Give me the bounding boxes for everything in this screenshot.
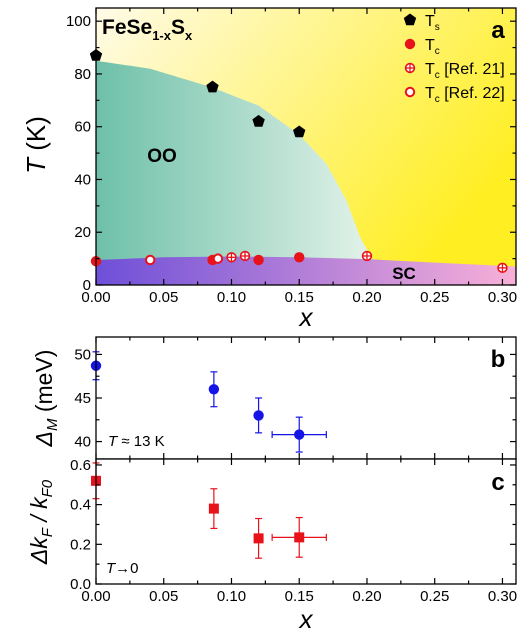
x-tick-label: 0.10 [217,588,246,605]
y-tick-label: 45 [74,390,91,407]
panel-b: b T ≈ 13 K 40 45 50 ΔM (meV) [31,336,517,460]
data-point-series-1 [253,254,264,266]
panel-a-axes: 0 20 40 60 80 100 0.00 0.05 0.10 0.15 0.20 0.25 0.30 [66,7,517,306]
x-tick-label: 0.30 [488,588,517,605]
compound-formula: FeSe1-xSx [102,16,193,43]
data-point [253,410,264,421]
panel-b-background [96,337,516,459]
x-tick-label: 0.25 [420,289,449,306]
legend-marker-0 [403,13,417,26]
data-point-series-2 [226,252,237,263]
panel-c-axes: 0.0 0.2 0.4 0.6 0.00 0.05 0.10 0.15 0.20 0.25 0.30 [70,457,517,605]
y-tick-label: 20 [74,224,91,241]
data-point [253,533,264,544]
legend-label-3: Tc [Ref. 22] [425,85,505,105]
region-label-sc: SC [392,264,416,283]
data-point-series-1 [294,252,305,263]
y-tick-label: 100 [66,13,91,30]
x-tick-label: 0.05 [149,588,178,605]
x-tick-label: 0.30 [488,289,517,306]
y-tick-label: 80 [74,66,91,83]
y-tick-label: 40 [74,434,91,451]
y-tick-label: 40 [74,171,91,188]
data-point-series-3 [144,254,156,266]
data-point [294,429,305,440]
legend: Ts Tc Tc [Ref. 21] Tc [Ref. 22] [403,13,505,105]
panel-c-background [96,459,516,584]
plot-frame [95,7,517,286]
panel-c-x-axis-label: x [298,604,314,634]
legend-label-2: Tc [Ref. 21] [425,61,505,81]
y-tick-label: 0.6 [70,457,91,474]
panel-b-annotation: T ≈ 13 K [108,433,165,450]
y-tick-label: 0 [83,277,91,294]
panel-a: OO SC FeSe1-xSx a Ts Tc Tc [Ref. 21] Tc [Re… [21,7,517,332]
y-tick-label: 0.4 [70,497,91,514]
x-tick-label: 0.00 [81,588,110,605]
x-tick-label: 0.20 [352,588,381,605]
panel-a-y-axis-label: T (K) [21,116,51,174]
y-tick-label: 50 [74,346,91,363]
x-tick-label: 0.15 [285,588,314,605]
plot-frame [95,458,517,585]
data-point [294,532,305,543]
x-tick-label: 0.10 [217,289,246,306]
legend-marker-3 [404,86,416,98]
data-point-series-0 [206,80,219,93]
x-tick-label: 0.20 [352,289,381,306]
x-tick-label: 0.05 [149,289,178,306]
y-tick-label: 0.2 [70,536,91,553]
data-point [208,503,219,514]
x-tick-label: 0.25 [420,588,449,605]
y-tick-label: 0.0 [70,576,91,593]
y-tick-label: 60 [74,119,91,136]
panel-c-annotation: T→0 [106,560,139,577]
panel-a-x-axis-label: x [298,302,314,332]
data-point-series-2 [361,250,373,262]
region-label-oo: OO [147,146,177,167]
data-point-series-3 [212,253,224,264]
superconducting-region [96,256,516,285]
legend-marker-1 [404,38,416,50]
legend-label-1: Tc [425,37,440,57]
x-tick-label: 0.00 [81,289,110,306]
panel-c-y-axis-label: ΔkF / kF0 [26,479,56,565]
legend-marker-2 [404,62,416,74]
x-tick-label: 0.15 [285,289,314,306]
data-point-series-0 [293,125,306,138]
panel-b-y-axis-label: ΔM (meV) [31,350,61,448]
panel-c: c T→0 0.00.20.40.60.00 0.05 0.10 0.15 0.20 0.… [26,457,517,634]
panel-b-letter: b [491,346,506,373]
data-point [208,384,220,395]
legend-label-0: Ts [425,13,440,33]
orthorhombic-order-region [96,60,374,285]
panel-a-letter: a [491,17,505,44]
panel-c-letter: c [491,469,504,496]
data-point-series-2 [497,262,508,274]
data-point-series-2 [239,250,251,262]
data-point-series-0 [252,114,265,127]
